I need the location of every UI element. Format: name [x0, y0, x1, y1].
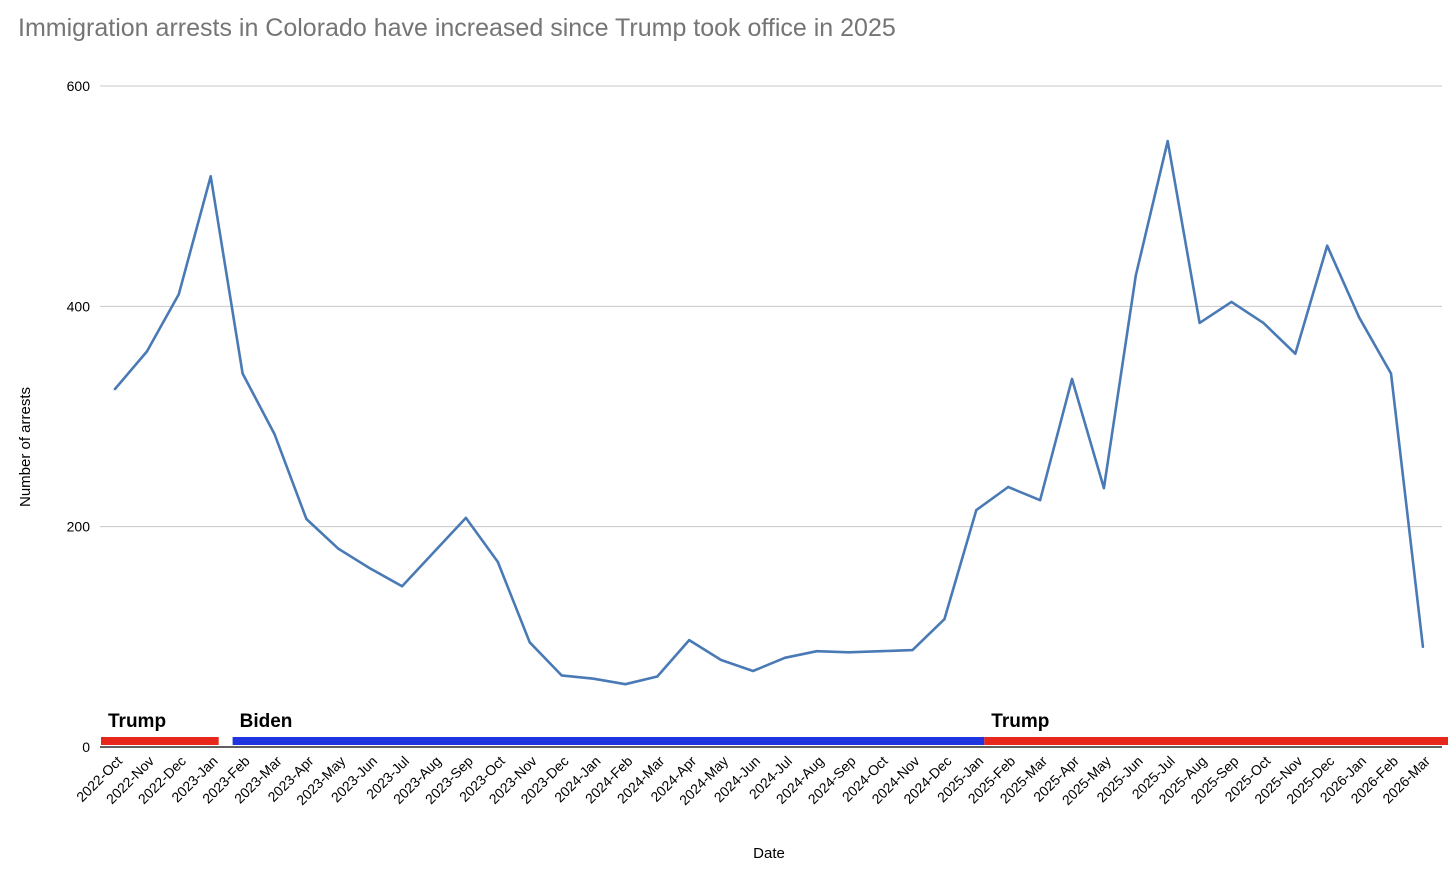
data-point-2023-Dec — [560, 674, 563, 677]
data-point-2025-Feb — [1007, 485, 1010, 489]
era-band-trump — [984, 737, 1448, 745]
data-point-2024-Mar — [656, 675, 659, 678]
data-point-2025-Sep — [1230, 300, 1233, 304]
data-point-2025-Nov — [1294, 352, 1297, 355]
era-label-biden: Biden — [240, 711, 293, 732]
series-line — [113, 139, 1425, 686]
data-point-2023-Jan — [209, 175, 212, 178]
era-band-trump — [101, 737, 219, 745]
data-point-2023-Aug — [432, 550, 436, 554]
data-point-2024-Dec — [943, 618, 946, 621]
data-point-2025-Apr — [1070, 377, 1074, 381]
y-tick-label: 0 — [82, 739, 90, 755]
data-point-2025-Oct — [1262, 321, 1265, 325]
data-point-2022-Dec — [177, 293, 180, 296]
data-point-2025-Jun — [1134, 274, 1138, 277]
era-label-trump: Trump — [991, 711, 1049, 732]
data-point-2022-Nov — [145, 350, 149, 353]
era-band-biden — [232, 737, 985, 745]
data-point-2024-Aug — [815, 649, 818, 653]
data-point-2025-Jan — [975, 508, 978, 512]
data-point-2024-Apr — [688, 638, 691, 642]
data-point-2026-Feb — [1389, 372, 1393, 375]
y-tick-label: 400 — [67, 298, 91, 314]
era-label-trump: Trump — [108, 711, 166, 732]
y-axis-label: Number of arrests — [17, 387, 34, 507]
data-point-2026-Mar — [1421, 645, 1425, 648]
data-point-2024-May — [719, 658, 723, 662]
y-tick-label: 600 — [67, 78, 91, 94]
data-point-2025-May — [1102, 486, 1106, 490]
data-point-2023-Jun — [369, 567, 372, 570]
data-point-2026-Jan — [1357, 316, 1361, 319]
data-point-2025-Aug — [1198, 321, 1201, 325]
x-axis-label: Date — [753, 845, 785, 862]
series-layer — [113, 139, 1425, 686]
grid-layer — [100, 85, 1442, 748]
data-point-2022-Oct — [113, 387, 117, 391]
data-point-2023-May — [337, 547, 340, 550]
x-tick-labels: 2022-Oct2022-Nov2022-Dec2023-Jan2023-Feb… — [73, 753, 1433, 809]
data-point-2023-Oct — [496, 560, 499, 564]
data-point-2024-Jul — [783, 656, 787, 659]
data-point-2025-Jul — [1166, 139, 1169, 143]
data-point-2024-Feb — [624, 683, 627, 686]
data-point-2023-Sep — [464, 516, 468, 520]
y-tick-label: 200 — [67, 519, 91, 535]
data-point-2025-Dec — [1326, 244, 1329, 247]
data-point-2025-Mar — [1038, 499, 1042, 502]
data-point-2024-Sep — [847, 651, 850, 654]
data-point-2024-Nov — [911, 648, 914, 652]
data-point-2024-Oct — [879, 649, 882, 653]
data-point-2024-Jan — [592, 677, 595, 680]
data-point-2023-Apr — [305, 517, 308, 521]
data-point-2023-Jul — [400, 584, 404, 588]
data-point-2023-Nov — [528, 641, 531, 644]
y-tick-labels: 0 200 400 600 — [67, 78, 91, 755]
chart-title: Immigration arrests in Colorado have inc… — [18, 14, 896, 42]
data-point-2023-Mar — [273, 432, 276, 436]
era-bands: Trump Biden Trump — [101, 711, 1448, 745]
data-point-2024-Jun — [751, 669, 755, 673]
data-point-2023-Feb — [241, 372, 244, 375]
